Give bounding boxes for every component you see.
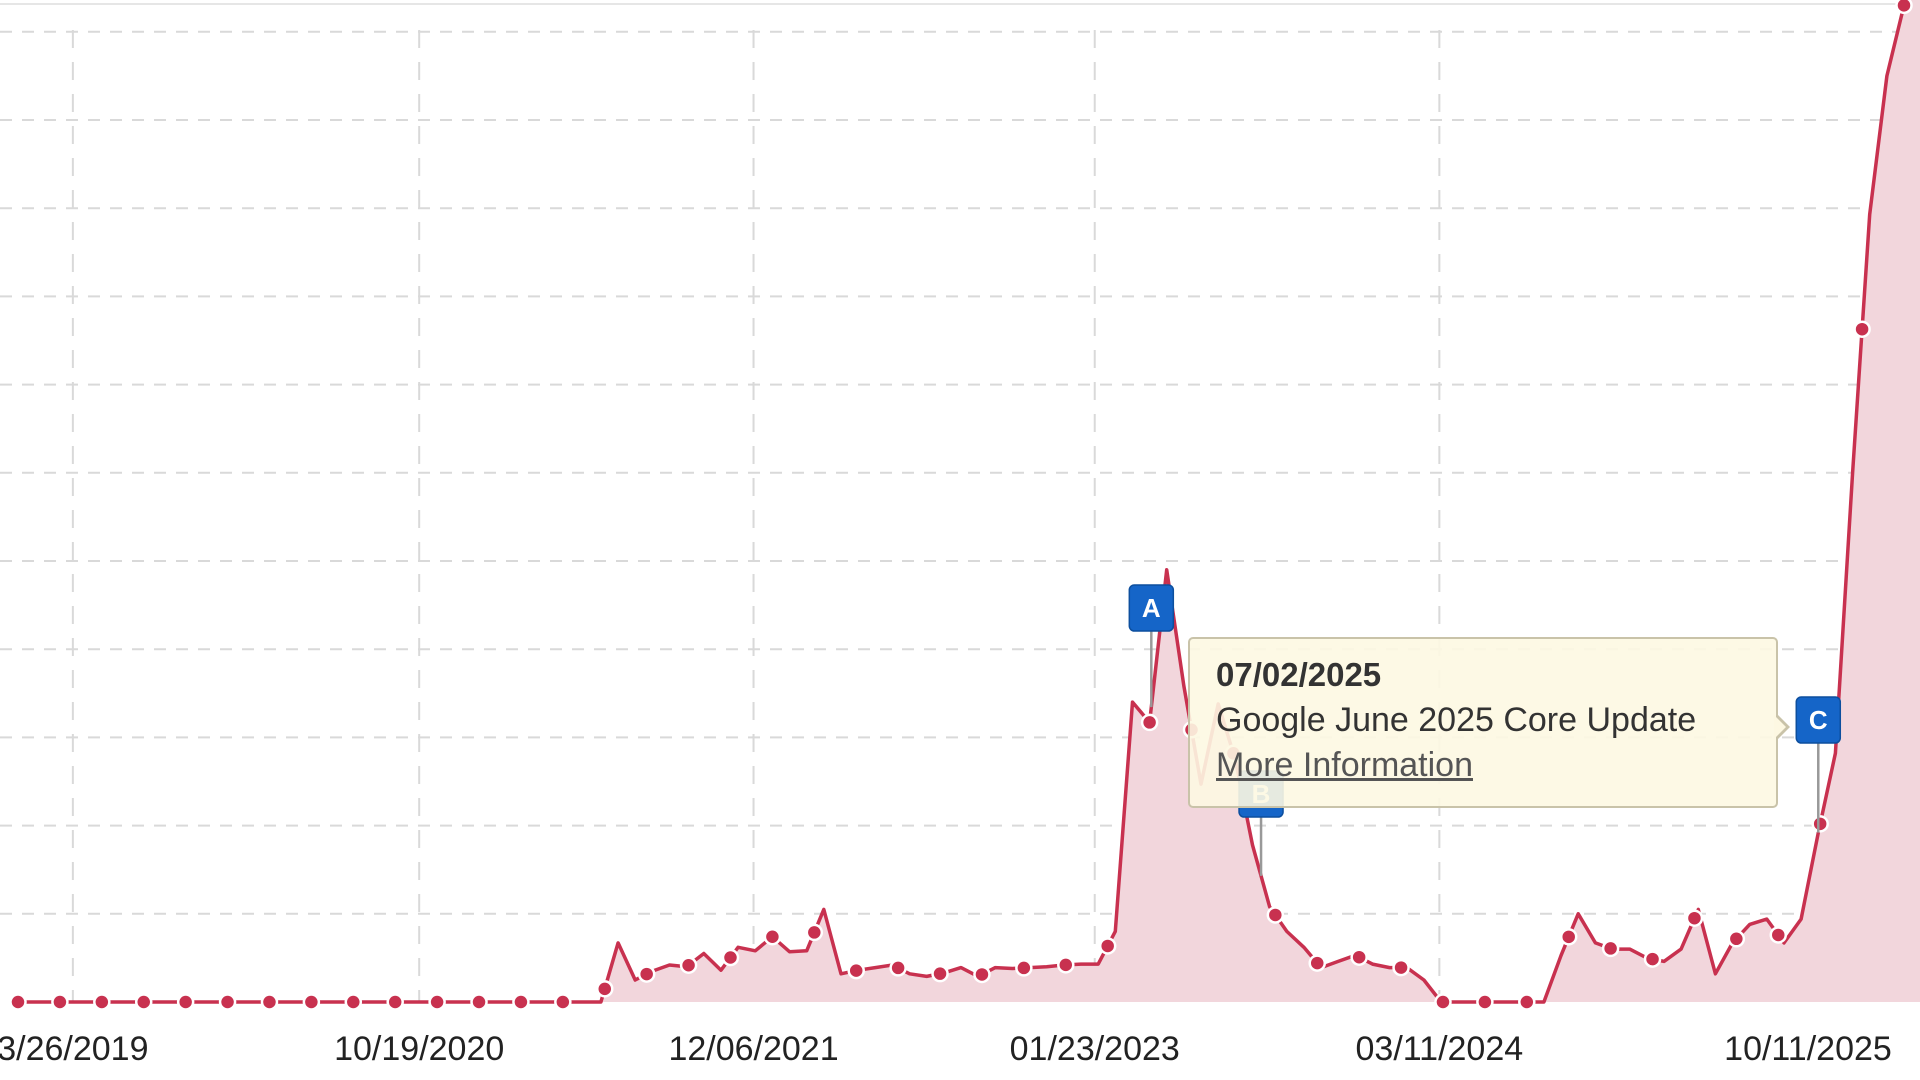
data-point[interactable] (302, 993, 321, 1011)
data-point[interactable] (596, 980, 614, 998)
data-point[interactable] (763, 927, 782, 946)
data-point[interactable] (1392, 958, 1410, 977)
right-fill (1904, 0, 1920, 1002)
data-point[interactable] (428, 993, 446, 1011)
data-point[interactable] (1727, 930, 1746, 948)
x-tick-label: 10/11/2025 (1724, 1030, 1892, 1068)
data-point[interactable] (1266, 906, 1285, 924)
data-point[interactable] (1308, 954, 1326, 972)
data-point[interactable] (1476, 993, 1494, 1011)
data-point[interactable] (805, 923, 824, 942)
x-axis-labels: 3/26/2019 10/19/2020 12/06/2021 01/23/2023 0… (0, 1030, 1892, 1068)
data-point[interactable] (176, 993, 195, 1011)
flag-box[interactable] (1795, 696, 1842, 744)
x-tick-label: 03/11/2024 (1356, 1030, 1524, 1068)
x-tick-label: 01/23/2023 (1010, 1030, 1180, 1068)
data-point[interactable] (9, 993, 27, 1011)
data-point[interactable] (931, 964, 949, 983)
data-point[interactable] (721, 948, 740, 967)
data-point[interactable] (1685, 909, 1704, 927)
data-point[interactable] (1098, 937, 1117, 955)
data-point[interactable] (218, 993, 237, 1011)
x-tick-label: 3/26/2019 (0, 1030, 148, 1068)
data-point[interactable] (1895, 0, 1913, 15)
data-point[interactable] (1057, 956, 1075, 974)
data-point[interactable] (1643, 950, 1662, 968)
data-point[interactable] (386, 993, 404, 1011)
data-point[interactable] (973, 965, 991, 984)
flag-letter: A (1142, 593, 1161, 623)
data-point[interactable] (637, 965, 656, 983)
x-tick-label: 12/06/2021 (668, 1030, 838, 1068)
data-point[interactable] (1559, 928, 1578, 946)
x-tick-label: 10/19/2020 (334, 1030, 504, 1068)
flag-letter: C (1809, 705, 1828, 735)
annotation-tooltip: 07/02/2025 Google June 2025 Core Update … (1188, 637, 1790, 808)
tooltip-title: Google June 2025 Core Update (1216, 701, 1697, 739)
data-point[interactable] (1853, 320, 1871, 338)
data-point[interactable] (1601, 939, 1620, 958)
data-point[interactable] (1518, 993, 1536, 1011)
more-information-link[interactable]: More Information (1216, 746, 1473, 784)
data-point[interactable] (1769, 926, 1788, 944)
data-point[interactable] (1350, 948, 1368, 966)
data-point[interactable] (1140, 713, 1159, 732)
data-point[interactable] (554, 993, 572, 1011)
annotation-flag-c[interactable]: C (1795, 696, 1842, 833)
annotation-flag-a[interactable]: A (1128, 584, 1175, 708)
data-point[interactable] (847, 961, 865, 980)
flag-box[interactable] (1128, 584, 1175, 632)
data-point[interactable] (344, 993, 363, 1011)
area-fill (18, 5, 1904, 1003)
data-point[interactable] (470, 993, 488, 1011)
tooltip-date: 07/02/2025 (1216, 656, 1382, 693)
tooltip-pointer (1774, 713, 1790, 741)
data-point[interactable] (134, 993, 153, 1011)
series-line (18, 4, 1906, 1004)
data-point[interactable] (1811, 815, 1829, 833)
series (9, 0, 1920, 1011)
data-point[interactable] (260, 993, 279, 1011)
data-point[interactable] (1015, 959, 1033, 977)
data-point[interactable] (512, 993, 530, 1011)
data-point[interactable] (93, 993, 111, 1011)
data-point[interactable] (51, 993, 69, 1011)
data-point[interactable] (1434, 993, 1452, 1011)
data-point[interactable] (679, 956, 698, 974)
gridlines (0, 30, 1920, 1002)
data-point[interactable] (889, 959, 907, 977)
